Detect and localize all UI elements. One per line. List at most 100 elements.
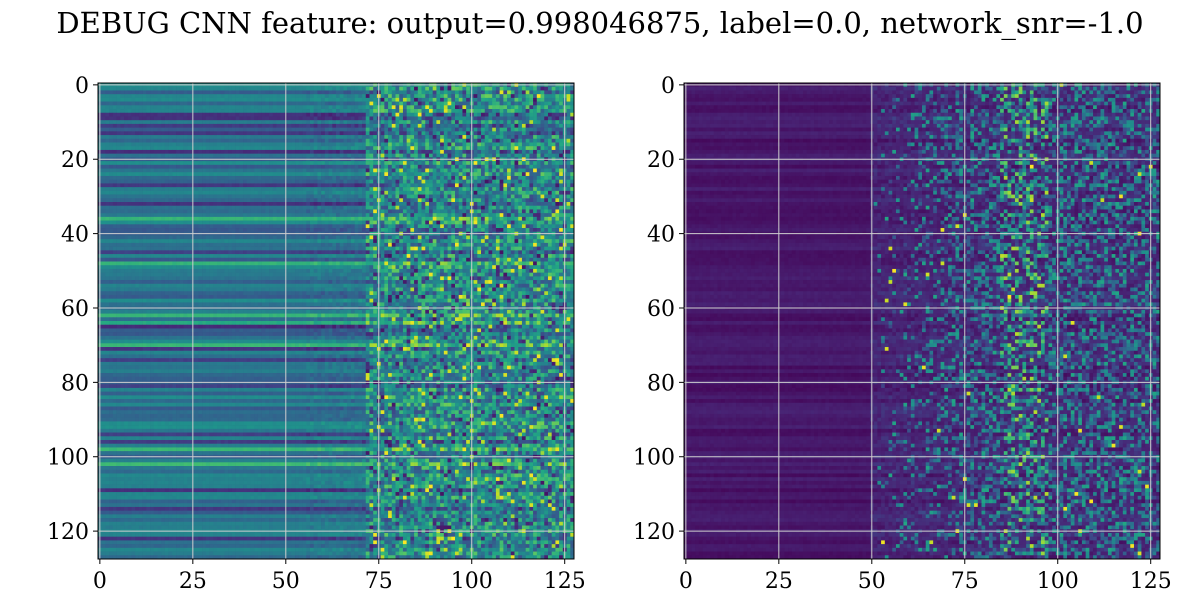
- heatmap-cell: [336, 98, 340, 102]
- heatmap-cell: [403, 202, 407, 206]
- heatmap-cell: [526, 172, 530, 176]
- heatmap-cell: [288, 221, 292, 225]
- heatmap-cell: [325, 217, 329, 221]
- heatmap-cell: [124, 109, 128, 113]
- heatmap-cell: [500, 209, 504, 213]
- heatmap-cell: [321, 105, 325, 109]
- heatmap-cell: [414, 172, 418, 176]
- heatmap-cell: [436, 224, 440, 228]
- heatmap-cell: [392, 187, 396, 191]
- heatmap-cell: [291, 206, 295, 210]
- heatmap-cell: [128, 213, 132, 217]
- heatmap-cell: [414, 165, 418, 169]
- heatmap-cell: [202, 124, 206, 128]
- heatmap-cell: [515, 213, 519, 217]
- heatmap-cell: [477, 102, 481, 106]
- heatmap-cell: [433, 206, 437, 210]
- heatmap-cell: [481, 120, 485, 124]
- heatmap-cell: [459, 135, 463, 139]
- heatmap-cell: [117, 198, 121, 202]
- heatmap-cell: [396, 217, 400, 221]
- heatmap-cell: [440, 139, 444, 143]
- heatmap-cell: [526, 206, 530, 210]
- heatmap-cell: [236, 209, 240, 213]
- heatmap-cell: [407, 217, 411, 221]
- heatmap-cell: [552, 146, 556, 150]
- heatmap-cell: [280, 213, 284, 217]
- heatmap-cell: [399, 105, 403, 109]
- heatmap-cell: [381, 198, 385, 202]
- heatmap-cell: [496, 191, 500, 195]
- heatmap-cell: [105, 169, 109, 173]
- heatmap-cell: [429, 139, 433, 143]
- heatmap-cell: [310, 113, 314, 117]
- heatmap-cell: [503, 206, 507, 210]
- heatmap-cell: [102, 217, 106, 221]
- heatmap-cell: [299, 169, 303, 173]
- heatmap-cell: [306, 172, 310, 176]
- heatmap-cell: [418, 217, 422, 221]
- heatmap-cell: [503, 143, 507, 147]
- heatmap-cell: [462, 131, 466, 135]
- heatmap-cell: [265, 87, 269, 91]
- heatmap-cell: [117, 154, 121, 158]
- heatmap-cell: [466, 120, 470, 124]
- heatmap-cell: [273, 217, 277, 221]
- heatmap-cell: [529, 206, 533, 210]
- heatmap-cell: [366, 221, 370, 225]
- heatmap-cell: [206, 98, 210, 102]
- heatmap-cell: [221, 109, 225, 113]
- heatmap-cell: [169, 87, 173, 91]
- heatmap-cell: [150, 102, 154, 106]
- heatmap-cell: [314, 94, 318, 98]
- heatmap-cell: [555, 90, 559, 94]
- heatmap-cell: [135, 124, 139, 128]
- heatmap-cell: [239, 217, 243, 221]
- heatmap-cell: [485, 213, 489, 217]
- heatmap-cell: [407, 154, 411, 158]
- heatmap-cell: [139, 161, 143, 165]
- heatmap-cell: [522, 102, 526, 106]
- heatmap-cell: [462, 146, 466, 150]
- heatmap-cell: [355, 146, 359, 150]
- heatmap-cell: [102, 98, 106, 102]
- heatmap-cell: [224, 165, 228, 169]
- heatmap-cell: [343, 165, 347, 169]
- heatmap-cell: [310, 94, 314, 98]
- heatmap-cell: [269, 183, 273, 187]
- heatmap-cell: [217, 116, 221, 120]
- heatmap-cell: [451, 139, 455, 143]
- heatmap-cell: [358, 146, 362, 150]
- heatmap-cell: [492, 139, 496, 143]
- heatmap-cell: [332, 191, 336, 195]
- heatmap-cell: [552, 165, 556, 169]
- heatmap-cell: [522, 128, 526, 132]
- heatmap-cell: [198, 102, 202, 106]
- heatmap-cell: [317, 120, 321, 124]
- heatmap-cell: [351, 135, 355, 139]
- heatmap-cell: [529, 116, 533, 120]
- heatmap-cell: [131, 90, 135, 94]
- heatmap-cell: [221, 124, 225, 128]
- heatmap-cell: [544, 206, 548, 210]
- heatmap-cell: [537, 213, 541, 217]
- heatmap-cell: [515, 102, 519, 106]
- heatmap-cell: [224, 154, 228, 158]
- heatmap-cell: [143, 198, 147, 202]
- heatmap-cell: [358, 176, 362, 180]
- heatmap-cell: [422, 150, 426, 154]
- heatmap-cell: [288, 135, 292, 139]
- heatmap-cell: [518, 209, 522, 213]
- heatmap-cell: [329, 221, 333, 225]
- heatmap-cell: [113, 90, 117, 94]
- heatmap-cell: [273, 124, 277, 128]
- heatmap-cell: [522, 213, 526, 217]
- heatmap-cell: [507, 128, 511, 132]
- heatmap-cell: [146, 213, 150, 217]
- heatmap-cell: [198, 109, 202, 113]
- heatmap-cell: [474, 105, 478, 109]
- heatmap-cell: [455, 187, 459, 191]
- heatmap-cell: [161, 165, 165, 169]
- heatmap-cell: [258, 224, 262, 228]
- heatmap-cell: [481, 113, 485, 117]
